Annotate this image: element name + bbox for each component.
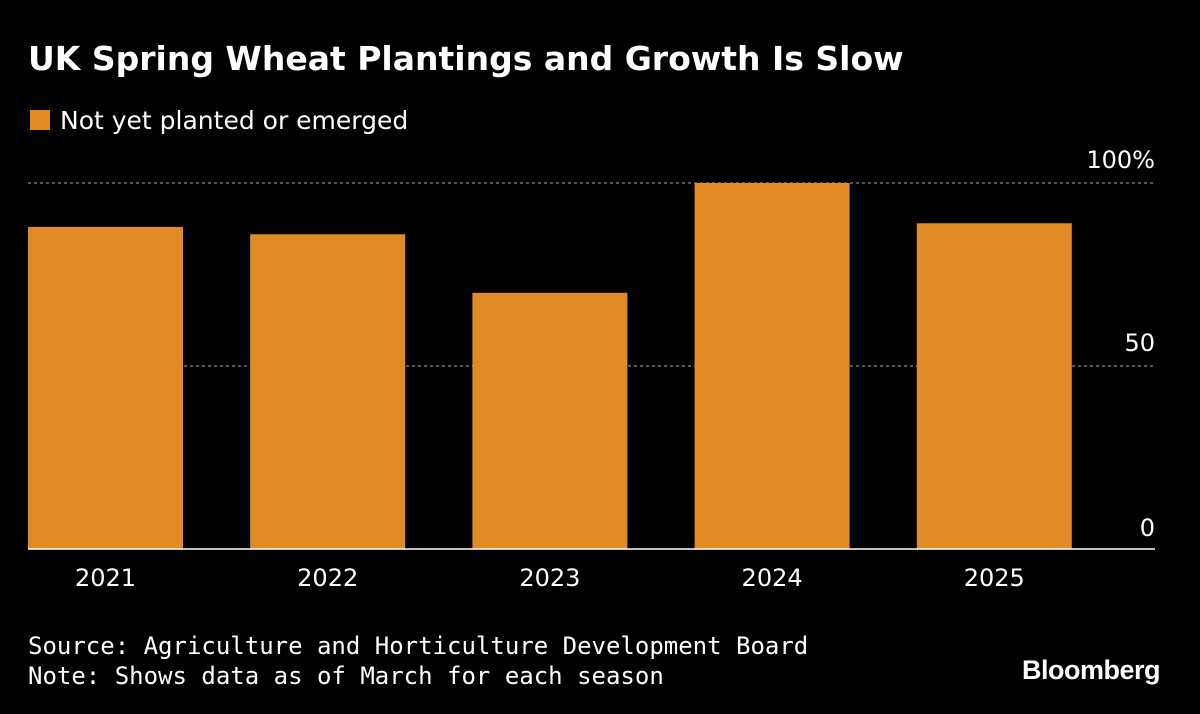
legend-swatch: [30, 110, 50, 130]
bar-2021: [28, 226, 183, 550]
legend-label: Not yet planted or emerged: [60, 105, 409, 135]
x-tick-label: 2024: [742, 564, 803, 592]
y-tick-label: 0: [1140, 514, 1155, 542]
y-tick-label: 100%: [1086, 146, 1155, 174]
bar-2025: [916, 223, 1072, 549]
bar-2024: [694, 183, 850, 549]
legend: Not yet planted or emerged: [30, 104, 408, 136]
bloomberg-logo: Bloomberg: [1021, 655, 1161, 685]
x-tick-label: 2021: [75, 564, 136, 592]
y-tick-label: 50: [1124, 329, 1155, 357]
bar-2022: [250, 234, 406, 550]
x-tick-label: 2022: [297, 564, 358, 592]
axes: 100% 50 0 2021 2022 2023 2024 2025: [28, 146, 1155, 592]
bar-2023: [472, 292, 628, 549]
source-note: Source: Agriculture and Horticulture Dev…: [28, 632, 809, 660]
gridlines: [28, 182, 1155, 367]
x-tick-label: 2023: [519, 564, 580, 592]
x-tick-label: 2025: [964, 564, 1025, 592]
bars: [28, 183, 1072, 550]
footnote: Note: Shows data as of March for each se…: [28, 662, 664, 690]
chart-title: UK Spring Wheat Plantings and Growth Is …: [28, 39, 904, 78]
